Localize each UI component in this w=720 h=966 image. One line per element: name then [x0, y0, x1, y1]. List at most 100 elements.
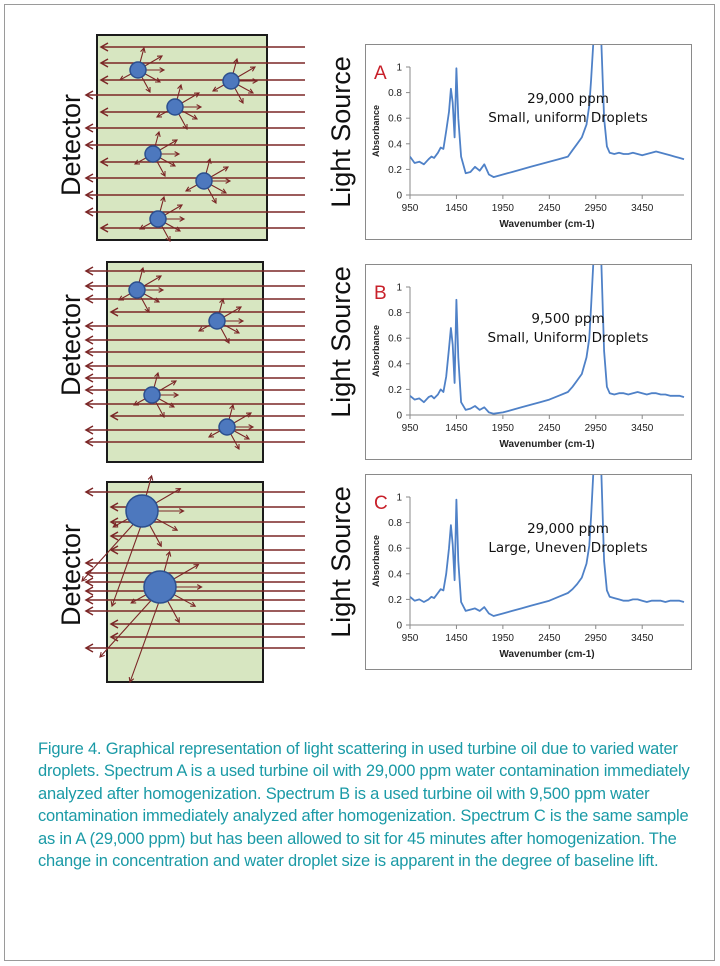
y-tick-label: 0.6 — [388, 544, 402, 555]
spectrum-chart-a: 0 0.2 0.4 0.6 0.8 1 950 1450 1950 2450 2950 3450 Wav… — [365, 44, 692, 240]
figure-frame — [4, 4, 715, 961]
panel-letter: B — [374, 283, 387, 304]
y-tick-label: 0.8 — [388, 308, 402, 319]
chart-annotation: Small, Uniform Droplets — [488, 330, 649, 346]
light-beam-arrow — [84, 399, 305, 409]
light-beam-arrow — [84, 173, 305, 183]
scattering-diagram-c: Detector Light Source — [56, 474, 356, 684]
y-tick-label: 0.2 — [388, 595, 402, 606]
x-tick-label: 2450 — [538, 203, 561, 214]
chart-annotation: Large, Uneven Droplets — [488, 540, 647, 556]
detector-label: Detector — [56, 524, 86, 626]
light-beam-arrow — [109, 411, 305, 421]
y-tick-label: 0.4 — [388, 139, 402, 150]
light-beam-arrow — [84, 281, 305, 291]
y-tick-label: 1 — [396, 63, 402, 74]
x-tick-label: 950 — [402, 633, 419, 644]
x-tick-label: 2950 — [585, 423, 608, 434]
x-tick-label: 1950 — [492, 633, 515, 644]
panel-letter: A — [374, 63, 387, 84]
y-tick-label: 0.8 — [388, 88, 402, 99]
light-beam-arrow — [84, 335, 305, 345]
water-droplet — [197, 297, 245, 345]
water-droplet — [207, 403, 255, 451]
light-beam-arrow — [84, 123, 305, 133]
sample-cell — [96, 34, 268, 241]
y-tick-label: 0.6 — [388, 334, 402, 345]
x-tick-label: 2450 — [538, 423, 561, 434]
water-droplet — [211, 57, 259, 105]
spectrum-line — [410, 45, 685, 179]
y-tick-label: 0.2 — [388, 165, 402, 176]
y-axis-label: Absorbance — [371, 325, 381, 377]
y-axis-label: Absorbance — [371, 105, 381, 157]
spectrum-line — [410, 475, 685, 617]
water-droplet — [184, 157, 232, 205]
spectrum-chart-c: 0 0.2 0.4 0.6 0.8 1 950 1450 1950 2450 2950 3450 Wav… — [365, 474, 692, 670]
scene-c: Detector Light Source 0 0.2 0.4 0.6 0.8 1 950 1… — [0, 470, 720, 690]
x-axis-label: Wavenumber (cm-1) — [499, 649, 594, 660]
x-tick-label: 950 — [402, 203, 419, 214]
x-tick-label: 1450 — [445, 633, 468, 644]
x-tick-label: 1450 — [445, 423, 468, 434]
chart-annotation: 9,500 ppm — [531, 311, 604, 327]
detector-label: Detector — [56, 94, 86, 196]
spectrum-line — [410, 265, 685, 415]
y-tick-label: 0.4 — [388, 569, 402, 580]
light-beam-arrow — [99, 107, 305, 117]
water-droplet — [138, 195, 186, 243]
x-tick-label: 1950 — [492, 423, 515, 434]
scene-a: Detector Light Source 0 0.2 0.4 0.6 0.8 1 950 1… — [0, 0, 720, 250]
light-beam-arrow — [99, 157, 305, 167]
light-beam-arrow — [84, 347, 305, 357]
y-tick-label: 1 — [396, 283, 402, 294]
water-droplet — [132, 371, 180, 419]
figure-caption: Figure 4. Graphical representation of li… — [38, 740, 690, 871]
chart-annotation: 29,000 ppm — [527, 91, 609, 107]
light-beam-arrow — [109, 531, 305, 541]
light-beam-arrow — [84, 294, 305, 304]
x-tick-label: 1450 — [445, 203, 468, 214]
x-tick-label: 3450 — [631, 423, 654, 434]
y-axis-label: Absorbance — [371, 535, 381, 587]
light-beam-arrow — [84, 595, 305, 605]
x-tick-label: 950 — [402, 423, 419, 434]
water-droplet — [117, 266, 165, 314]
x-axis-label: Wavenumber (cm-1) — [499, 219, 594, 230]
y-tick-label: 0 — [396, 411, 402, 422]
light-beam-arrow — [99, 223, 305, 233]
light-beam-arrow — [84, 558, 305, 568]
water-droplet — [99, 550, 203, 684]
x-tick-label: 1950 — [492, 203, 515, 214]
water-droplet — [118, 46, 166, 94]
light-beam-arrow — [84, 266, 305, 276]
light-beam-arrow — [84, 586, 305, 596]
light-beam-arrow — [99, 42, 305, 52]
light-beam-arrow — [109, 545, 305, 555]
x-tick-label: 2950 — [585, 203, 608, 214]
light-beam-arrow — [84, 373, 305, 383]
y-tick-label: 0.2 — [388, 385, 402, 396]
y-tick-label: 0.4 — [388, 359, 402, 370]
light-beam-arrow — [84, 385, 305, 395]
x-tick-label: 3450 — [631, 203, 654, 214]
spectrum-chart-b: 0 0.2 0.4 0.6 0.8 1 950 1450 1950 2450 2950 3450 Wav… — [365, 264, 692, 460]
scattering-diagram-b: Detector Light Source — [56, 261, 356, 463]
x-tick-label: 3450 — [631, 633, 654, 644]
detector-label: Detector — [56, 294, 86, 396]
light-beam-arrow — [84, 190, 305, 200]
chart-axes — [406, 66, 684, 199]
chart-axes — [406, 286, 684, 419]
light-beam-arrow — [84, 487, 305, 497]
light-beam-arrow — [84, 568, 305, 578]
scattering-diagram-a: Detector Light Source — [56, 34, 356, 243]
light-beam-arrow — [109, 619, 305, 629]
chart-annotation: 29,000 ppm — [527, 521, 609, 537]
chart-annotation: Small, uniform Droplets — [488, 110, 648, 126]
y-tick-label: 1 — [396, 493, 402, 504]
light-beam-arrow — [84, 140, 305, 150]
water-droplet — [155, 83, 203, 131]
light-source-label: Light Source — [326, 56, 356, 208]
light-beam-arrow — [84, 606, 305, 616]
panel-letter: C — [374, 493, 388, 514]
